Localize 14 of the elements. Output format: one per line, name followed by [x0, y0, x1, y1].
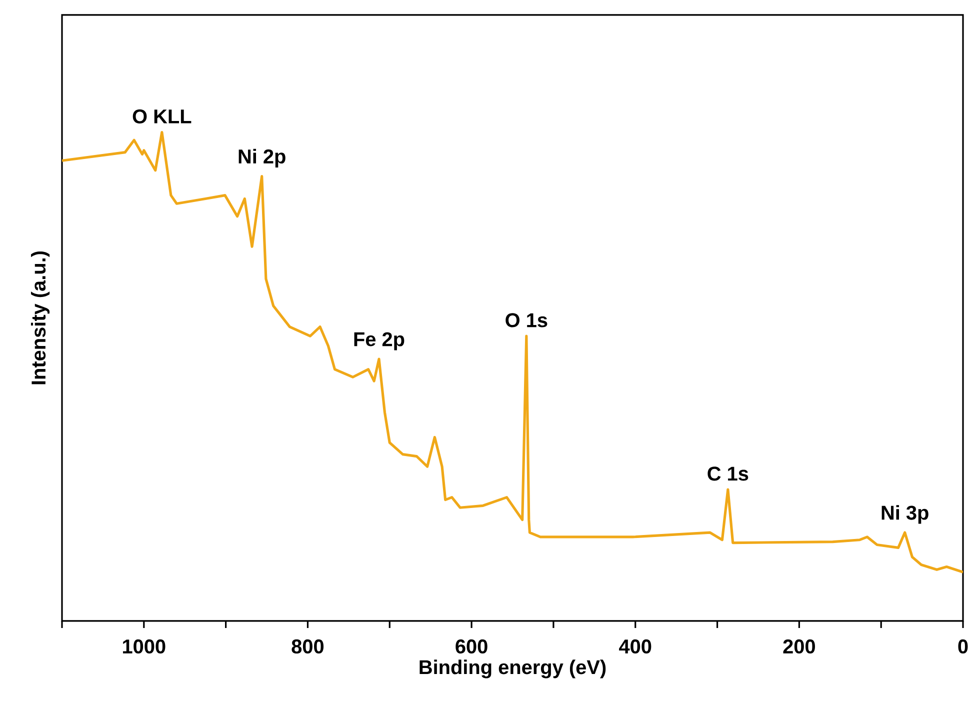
x-tick-label: 600 [456, 639, 488, 654]
annotation: O 1s [506, 313, 548, 328]
x-tick-label: 800 [292, 639, 324, 654]
annotation: C 1s [708, 466, 748, 481]
annotation: Fe 2p [354, 332, 404, 350]
x-tick-label: 1000 [122, 639, 166, 654]
x-tick-label: 200 [783, 639, 815, 654]
y-axis-title: Intensity (a.u.) [30, 251, 50, 384]
annotation: Ni 3p [882, 505, 928, 524]
x-axis-title: Binding energy (eV) [420, 660, 606, 678]
x-tick-label: 400 [619, 639, 652, 654]
annotation: Ni 2p [238, 148, 286, 168]
x-tick-label: 0 [958, 639, 968, 654]
annotation: O KLL [132, 109, 192, 124]
